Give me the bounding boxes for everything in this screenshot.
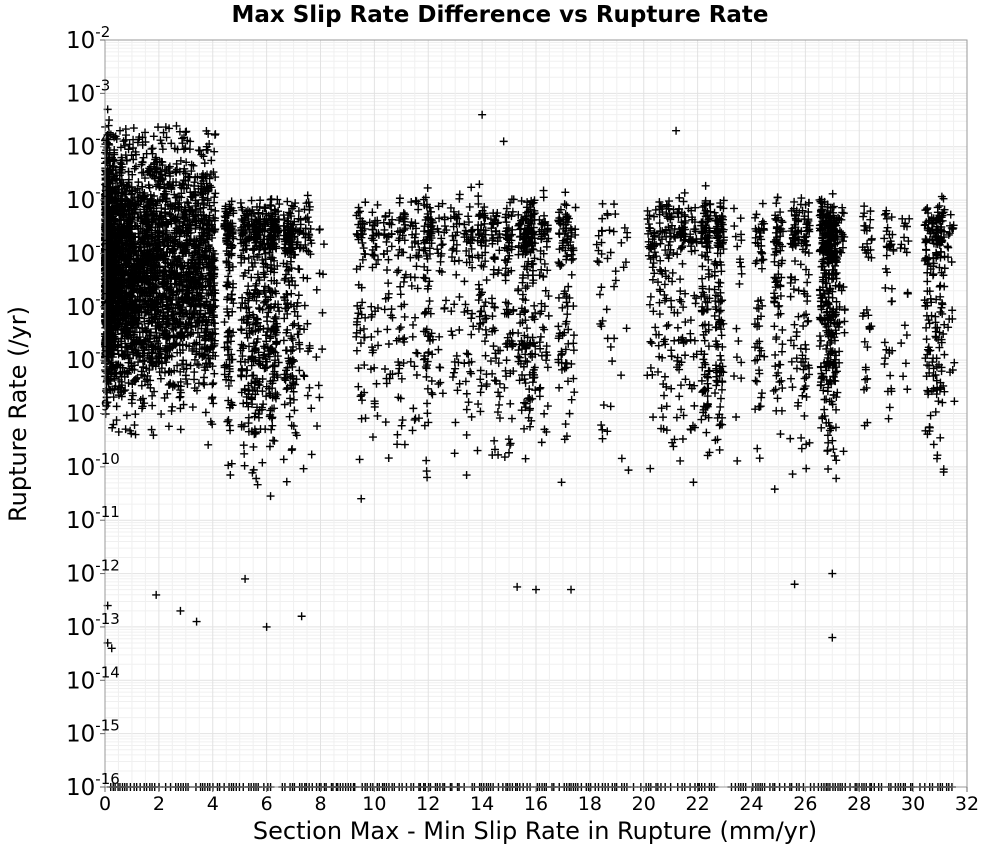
data-point: [190, 368, 199, 377]
data-point: [129, 124, 138, 133]
data-point: [183, 198, 192, 207]
data-point: [194, 146, 203, 155]
data-point: [199, 351, 208, 360]
data-point: [211, 189, 220, 198]
data-point: [119, 386, 128, 395]
data-point: [114, 427, 123, 436]
data-point: [190, 212, 199, 221]
data-point: [209, 379, 218, 388]
data-point: [185, 145, 194, 154]
data-point: [121, 425, 130, 434]
data-point: [195, 223, 204, 232]
chart-title: Max Slip Rate Difference vs Rupture Rate: [231, 2, 769, 28]
data-point: [131, 410, 140, 419]
data-point: [188, 403, 197, 412]
data-point: [153, 197, 162, 206]
data-point: [148, 391, 157, 400]
data-point: [112, 402, 121, 411]
data-point: [112, 416, 121, 425]
data-point: [127, 399, 136, 408]
data-point: [140, 314, 149, 323]
data-point: [210, 147, 219, 156]
data-point: [200, 331, 209, 340]
data-point: [210, 369, 219, 378]
data-point: [211, 206, 220, 215]
data-point: [104, 128, 113, 137]
data-point: [164, 422, 173, 431]
data-point: [138, 182, 147, 191]
data-point: [190, 181, 199, 190]
data-point: [170, 366, 179, 375]
data-point: [147, 145, 156, 154]
data-point: [186, 361, 195, 370]
data-point: [173, 348, 182, 357]
data-point: [137, 381, 146, 390]
data-point: [200, 159, 209, 168]
data-point: [190, 375, 199, 384]
data-point: [211, 173, 220, 182]
